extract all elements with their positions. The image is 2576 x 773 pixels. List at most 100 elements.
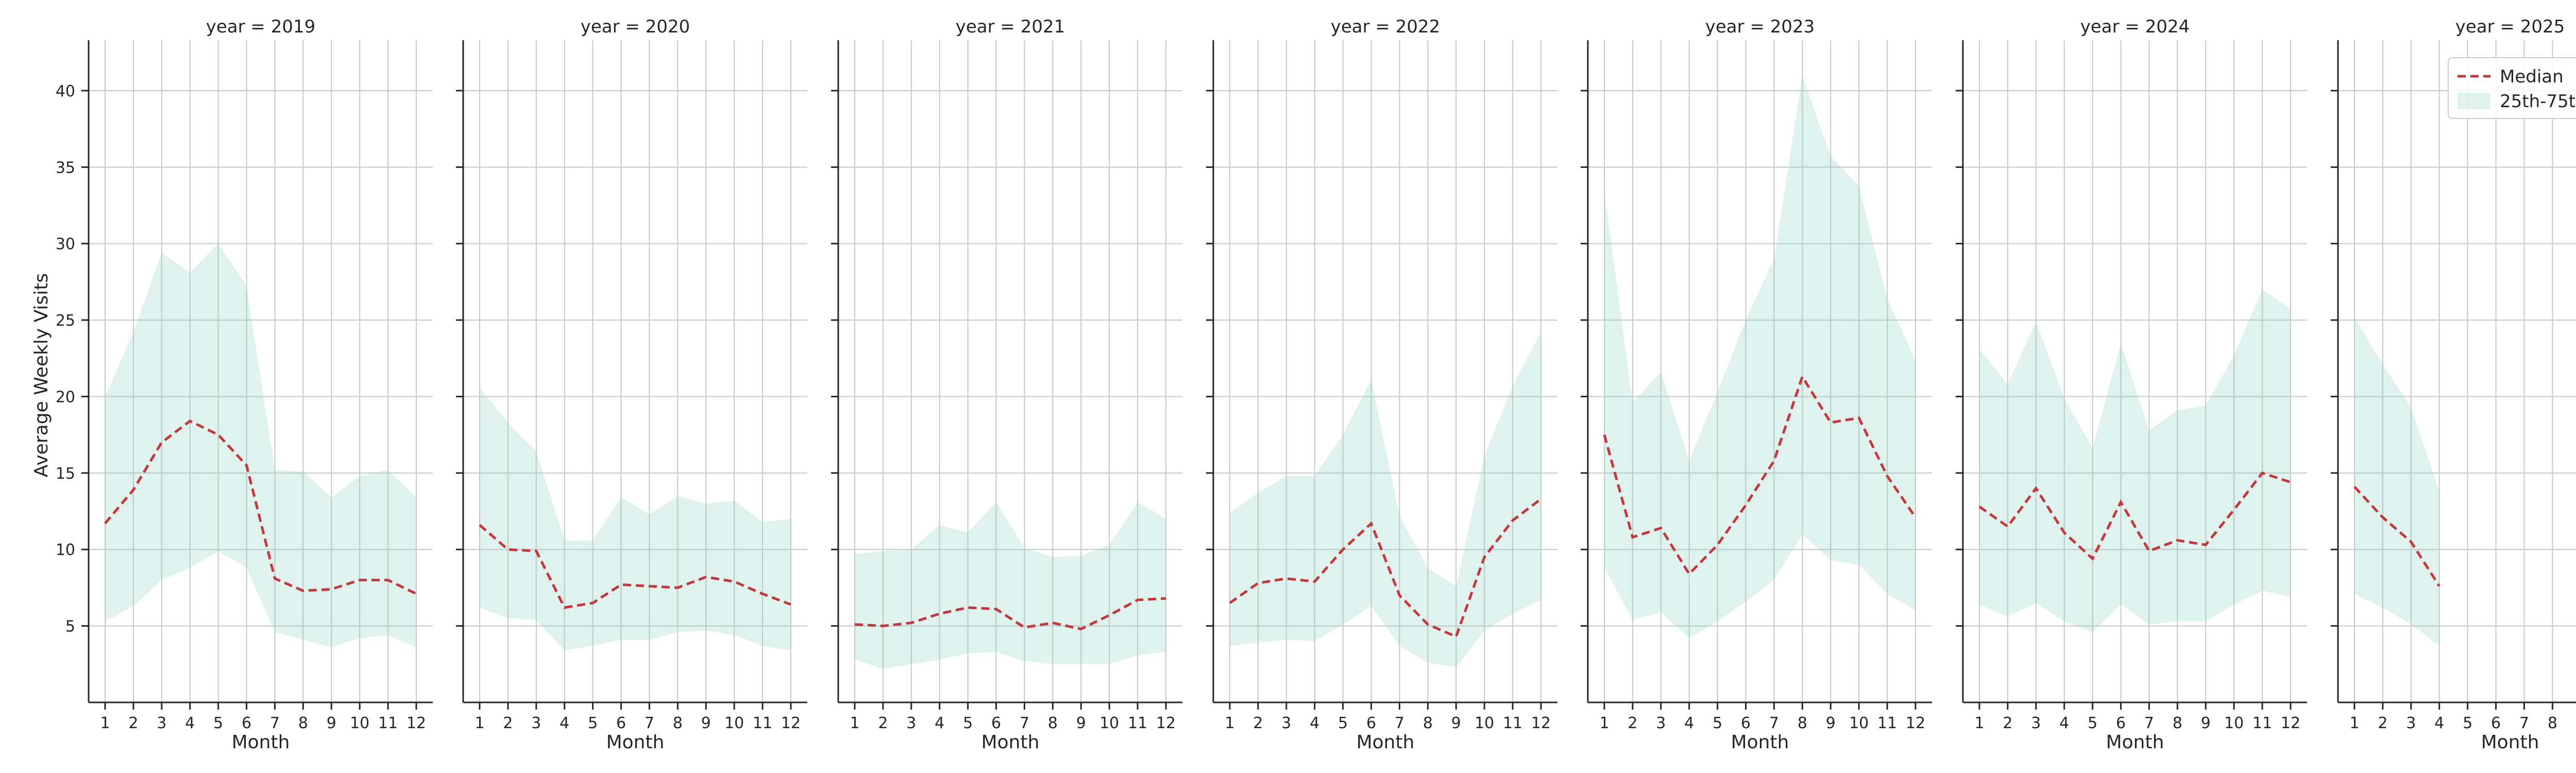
x-tick-label: 12 <box>406 714 426 732</box>
x-tick-label: 10 <box>350 714 369 732</box>
percentile-band <box>1604 75 1916 638</box>
panel-title: year = 2021 <box>956 16 1065 37</box>
x-tick-label: 7 <box>1769 714 1779 732</box>
x-tick-label: 6 <box>2116 714 2126 732</box>
x-tick-label: 4 <box>1684 714 1694 732</box>
x-tick-label: 8 <box>2548 714 2557 732</box>
legend-median-label: Median <box>2500 66 2564 87</box>
x-axis-label: Month <box>606 732 665 753</box>
x-tick-label: 5 <box>2463 714 2472 732</box>
x-tick-label: 2 <box>503 714 513 732</box>
x-tick-label: 1 <box>2349 714 2359 732</box>
x-axis-label: Month <box>1357 732 1415 753</box>
x-tick-label: 8 <box>298 714 308 732</box>
x-tick-label: 12 <box>1156 714 1176 732</box>
x-tick-label: 7 <box>2144 714 2154 732</box>
x-tick-label: 9 <box>327 714 336 732</box>
panel-title: year = 2025 <box>2455 16 2565 37</box>
x-axis-label: Month <box>1731 732 1789 753</box>
percentile-band <box>2354 317 2439 646</box>
y-tick-label: 30 <box>56 236 75 254</box>
x-tick-label: 11 <box>753 714 772 732</box>
x-tick-label: 7 <box>270 714 280 732</box>
x-tick-label: 6 <box>1741 714 1751 732</box>
x-tick-label: 8 <box>2173 714 2182 732</box>
x-tick-label: 3 <box>2031 714 2041 732</box>
percentile-band <box>105 243 416 648</box>
x-tick-label: 7 <box>1020 714 1029 732</box>
y-tick-label: 10 <box>56 541 75 559</box>
x-tick-label: 6 <box>1366 714 1376 732</box>
median-line <box>479 524 791 609</box>
x-tick-label: 5 <box>588 714 598 732</box>
x-tick-label: 8 <box>1798 714 1807 732</box>
x-tick-label: 3 <box>2406 714 2416 732</box>
x-tick-label: 6 <box>2491 714 2501 732</box>
x-tick-label: 10 <box>724 714 744 732</box>
panel-title: year = 2020 <box>581 16 690 37</box>
median-line <box>1978 471 2291 561</box>
y-tick-label: 20 <box>56 388 75 406</box>
x-tick-label: 1 <box>1225 714 1234 732</box>
x-tick-label: 9 <box>1076 714 1086 732</box>
x-tick-label: 2 <box>2378 714 2387 732</box>
median-line <box>1603 374 1917 576</box>
x-tick-label: 5 <box>213 714 223 732</box>
panel-title: year = 2022 <box>1331 16 1440 37</box>
x-tick-label: 7 <box>1395 714 1404 732</box>
x-axis-label: Month <box>2481 732 2539 753</box>
x-tick-label: 7 <box>645 714 654 732</box>
x-tick-label: 2 <box>128 714 138 732</box>
x-tick-label: 3 <box>157 714 166 732</box>
x-tick-label: 10 <box>1099 714 1119 732</box>
x-tick-label: 10 <box>2224 714 2244 732</box>
y-tick-label: 25 <box>56 312 75 330</box>
percentile-band <box>1230 332 1541 667</box>
median-line <box>1229 498 1542 638</box>
x-tick-label: 4 <box>560 714 569 732</box>
x-tick-label: 3 <box>906 714 916 732</box>
legend-band-label: 25th-75th Percentile <box>2500 91 2576 112</box>
x-tick-label: 9 <box>1826 714 1836 732</box>
y-tick-label: 40 <box>56 82 75 100</box>
x-tick-label: 6 <box>616 714 626 732</box>
x-tick-label: 3 <box>1656 714 1666 732</box>
panel-title: year = 2019 <box>206 16 315 37</box>
y-tick-label: 15 <box>56 465 75 483</box>
x-tick-label: 2 <box>878 714 888 732</box>
x-tick-label: 1 <box>850 714 859 732</box>
x-tick-label: 12 <box>1906 714 1925 732</box>
x-tick-label: 6 <box>991 714 1001 732</box>
y-axis-label: Average Weekly Visits <box>31 273 52 477</box>
x-tick-label: 11 <box>378 714 398 732</box>
percentile-band <box>855 502 1166 669</box>
legend-band-swatch <box>2458 93 2490 109</box>
x-tick-label: 11 <box>1503 714 1522 732</box>
x-tick-label: 8 <box>673 714 683 732</box>
x-tick-label: 5 <box>2088 714 2097 732</box>
x-tick-label: 7 <box>2519 714 2529 732</box>
x-tick-label: 1 <box>100 714 110 732</box>
panel-title: year = 2024 <box>2080 16 2190 37</box>
legend-frame <box>2448 57 2576 119</box>
percentile-band <box>1979 289 2291 632</box>
x-tick-label: 4 <box>2059 714 2069 732</box>
y-tick-label: 5 <box>65 618 75 636</box>
x-tick-label: 4 <box>935 714 944 732</box>
x-tick-label: 5 <box>963 714 973 732</box>
x-tick-label: 8 <box>1048 714 1058 732</box>
x-tick-label: 12 <box>781 714 801 732</box>
x-axis-label: Month <box>981 732 1040 753</box>
x-tick-label: 9 <box>701 714 711 732</box>
x-tick-label: 12 <box>2281 714 2300 732</box>
y-tick-label: 35 <box>56 159 75 177</box>
x-tick-label: 11 <box>2252 714 2272 732</box>
median-line <box>104 419 417 595</box>
x-axis-label: Month <box>2106 732 2164 753</box>
x-tick-label: 4 <box>2434 714 2444 732</box>
